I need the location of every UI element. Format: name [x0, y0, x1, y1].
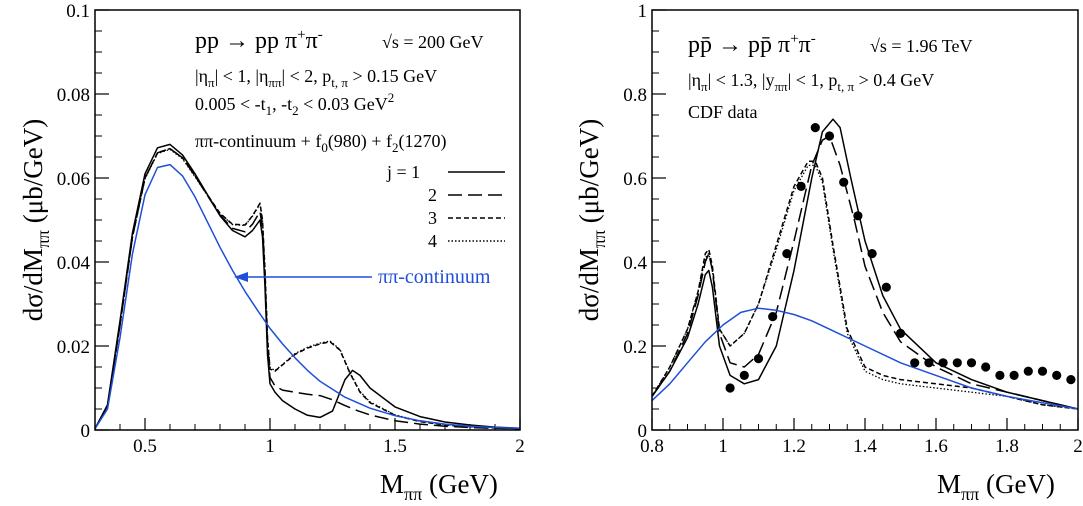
data-point-cdf-data	[924, 358, 934, 368]
data-point-cdf-data	[966, 358, 977, 368]
continuum-annotation: ππ-continuum	[234, 266, 491, 288]
y-tick-label: 0.1	[66, 1, 90, 22]
y-tick-label: 1	[638, 1, 648, 22]
y-tick-label: 0.8	[623, 85, 647, 106]
y-tick-label: 0.04	[57, 253, 91, 274]
data-point-cdf-data	[895, 328, 906, 338]
left-title: pp → pp π+π-	[195, 27, 323, 54]
y-tick-label: 0.2	[623, 337, 647, 358]
series-line-2	[651, 135, 1079, 410]
data-point-cdf-data	[768, 312, 778, 322]
legend-label-j3: 3	[428, 208, 437, 228]
left-legend: j = 1 2 3 4	[386, 162, 505, 251]
y-tick-label: 0	[81, 421, 91, 442]
right-ylabel: dσ/dMππ (μb/GeV)	[574, 119, 609, 321]
data-point-cdf-data	[1009, 370, 1019, 380]
annotation-arrowhead	[234, 272, 248, 282]
data-point-cdf-data	[810, 123, 820, 133]
left-ylabel: dσ/dMππ (μb/GeV)	[18, 119, 53, 321]
data-point-cdf-data	[995, 370, 1005, 380]
data-point-cdf-data	[1023, 366, 1033, 376]
data-point-cdf-data	[796, 181, 806, 191]
x-tick-label: 1.8	[995, 436, 1019, 457]
left-plot-frame	[94, 9, 521, 431]
y-tick-label: 0.6	[623, 169, 647, 190]
data-point-cdf-data	[839, 177, 849, 187]
series-line-3	[651, 160, 1079, 410]
series-line-2	[94, 147, 521, 430]
y-tick-label: 0.06	[57, 169, 90, 190]
right-series-lines	[651, 118, 1079, 410]
data-point-cdf-data	[725, 383, 735, 393]
data-point-cdf-data	[1066, 375, 1076, 385]
y-tick-label: 0.02	[57, 337, 90, 358]
series-line-4	[651, 164, 1079, 410]
x-tick-label: 2	[1073, 436, 1083, 457]
right-tick-labels: 0.8 1 1.2 1.4 1.6 1.8 2 0 0.2 0.4 0.6 0.8 1	[623, 1, 1083, 457]
data-point-cdf-data	[753, 354, 764, 364]
legend-label-j1: j = 1	[386, 162, 420, 182]
x-tick-label: 1.4	[853, 436, 877, 457]
panel-left: 0.5 1 1.5 2 0 0.02 0.04 0.06 0.08 0.1 dσ/dMππ (μb…	[18, 1, 525, 504]
y-tick-label: 0.08	[57, 85, 90, 106]
data-point-cdf-data	[952, 358, 962, 368]
right-xlabel: Mππ (GeV)	[937, 469, 1055, 504]
data-point-cdf-data	[739, 370, 749, 380]
right-cdf-points	[725, 123, 1076, 393]
data-point-cdf-data	[910, 358, 920, 368]
x-tick-label: 1.6	[924, 436, 948, 457]
legend-label-j2: 2	[428, 185, 437, 205]
x-tick-label: 1	[265, 436, 275, 457]
left-cuts-1: |ηπ| < 1, |ηππ| < 2, pt, π > 0.15 GeV	[195, 66, 437, 90]
y-tick-label: 0	[638, 421, 648, 442]
right-title: pp̄ → pp̄ π+π-	[688, 31, 816, 58]
x-tick-label: 0.5	[133, 436, 157, 457]
data-point-cdf-data	[881, 282, 891, 292]
series-line-continuum	[94, 163, 521, 430]
x-tick-label: 1.5	[383, 436, 407, 457]
series-line-j-1	[651, 118, 1079, 410]
left-cuts-2: 0.005 < -t1, -t2 < 0.03 GeV2	[195, 90, 394, 118]
data-point-cdf-data	[824, 131, 835, 141]
series-line-continuum	[651, 307, 1079, 410]
data-point-cdf-data	[1037, 366, 1048, 376]
y-tick-label: 0.4	[623, 253, 647, 274]
legend-label-j4: 4	[428, 231, 437, 251]
data-point-cdf-data	[1052, 370, 1062, 380]
x-tick-label: 2	[515, 436, 525, 457]
x-tick-label: 1.2	[782, 436, 806, 457]
left-series-lines	[94, 143, 521, 430]
data-point-cdf-data	[938, 358, 948, 368]
data-point-cdf-data	[782, 249, 792, 259]
series-line-4	[94, 148, 521, 430]
series-line-3	[94, 147, 521, 430]
data-point-cdf-data	[981, 362, 991, 372]
annotation-label: ππ-continuum	[378, 266, 491, 288]
left-model-label: ππ-continuum + f0(980) + f2(1270)	[195, 131, 446, 155]
right-plot-frame	[651, 9, 1079, 431]
right-cuts: |ηπ| < 1.3, |yππ| < 1, pt, π > 0.4 GeV	[688, 70, 934, 94]
left-energy: √s = 200 GeV	[382, 32, 484, 52]
x-tick-label: 0.8	[640, 436, 664, 457]
left-xlabel: Mππ (GeV)	[380, 469, 498, 504]
right-data-label: CDF data	[688, 102, 758, 122]
data-point-cdf-data	[853, 211, 863, 221]
left-tick-labels: 0.5 1 1.5 2 0 0.02 0.04 0.06 0.08 0.1	[57, 1, 525, 457]
right-energy: √s = 1.96 TeV	[870, 36, 972, 56]
x-tick-label: 1	[718, 436, 728, 457]
panel-right: 0.8 1 1.2 1.4 1.6 1.8 2 0 0.2 0.4 0.6 0.8 1 dσ/dMππ …	[574, 1, 1083, 504]
data-point-cdf-data	[867, 249, 877, 259]
